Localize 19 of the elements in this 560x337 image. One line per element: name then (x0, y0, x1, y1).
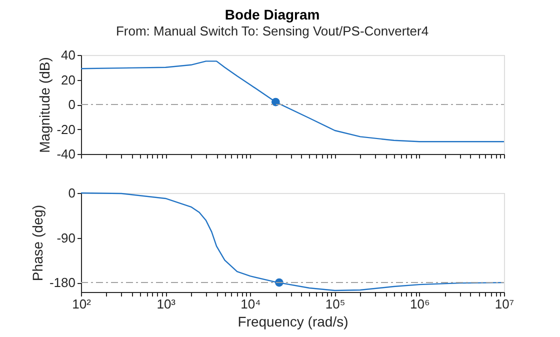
x-tick-label: 10⁵ (325, 296, 346, 312)
y-tick-label: 0 (68, 186, 76, 200)
x-axis-title: Frequency (rad/s) (238, 314, 348, 330)
chart-title: Bode Diagram (224, 6, 320, 22)
y-tick-label: 0 (68, 97, 76, 112)
y-axis-title: Phase (deg) (29, 204, 46, 282)
x-tick-label: 10⁶ (410, 296, 430, 312)
x-tick-label: 10⁷ (494, 296, 514, 312)
y-tick-label: -180 (49, 275, 76, 290)
y-axis-title: Magnitude (dB) (36, 57, 53, 153)
y-tick-label: 40 (61, 48, 76, 62)
y-tick-label: -90 (56, 230, 76, 246)
x-tick-label: 10⁴ (240, 296, 261, 312)
y-tick-label: -40 (56, 146, 76, 162)
x-tick-label: 10² (72, 296, 92, 312)
x-tick-label: 10³ (156, 296, 176, 312)
y-tick-label: -20 (56, 122, 76, 137)
y-tick-label: 20 (61, 72, 76, 88)
chart-subtitle: From: Manual Switch To: Sensing Vout/PS-Converter4 (116, 24, 429, 38)
